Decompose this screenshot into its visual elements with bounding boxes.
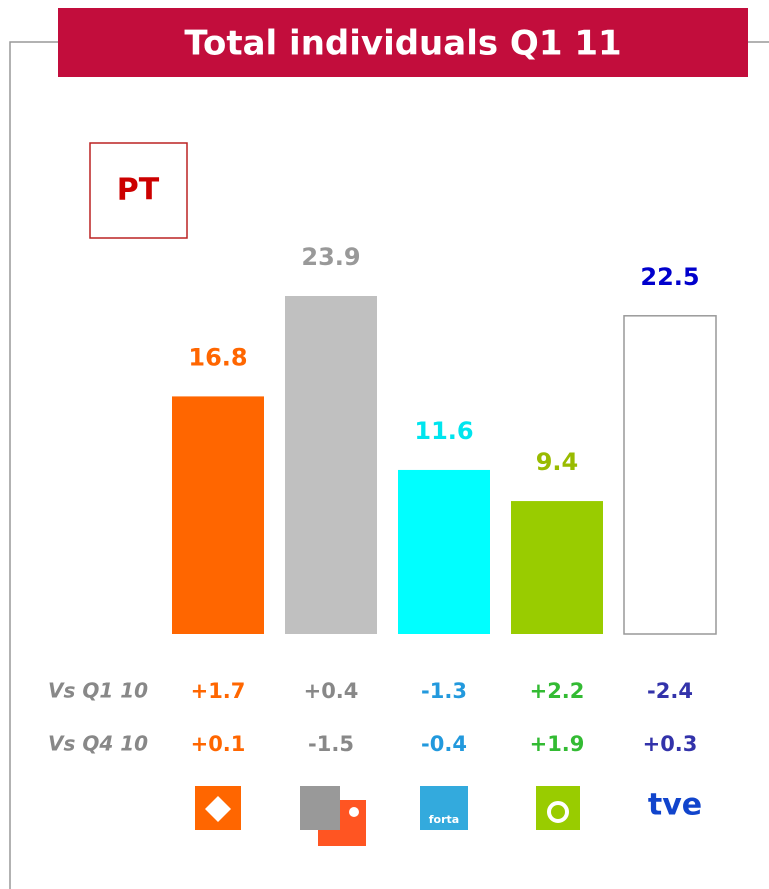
change-label: +0.3	[643, 732, 698, 756]
logo-2-dot	[349, 807, 359, 817]
frame	[9, 41, 769, 889]
row-label: Vs Q4 10	[48, 732, 148, 756]
bar	[511, 501, 603, 634]
value-label: 22.5	[640, 263, 699, 291]
logo-2	[300, 786, 340, 830]
logo-4	[536, 786, 580, 830]
value-label: 11.6	[414, 417, 473, 445]
value-label: 9.4	[536, 448, 579, 476]
badge-box	[89, 142, 188, 239]
change-label: -1.3	[421, 679, 467, 703]
change-label: +1.7	[191, 679, 246, 703]
badge: PT	[117, 173, 160, 208]
bar	[172, 396, 264, 634]
change-label: -1.5	[308, 732, 354, 756]
logo-text: tve	[648, 788, 702, 823]
value-label: 23.9	[301, 243, 360, 271]
logo-1-mark	[205, 796, 231, 822]
change-label: -0.4	[421, 732, 467, 756]
chart-title: Total individuals Q1 11	[184, 24, 621, 64]
logos	[195, 786, 580, 846]
bar	[398, 469, 490, 634]
change-label: +2.2	[530, 679, 585, 703]
logo-3	[420, 786, 468, 830]
bar	[623, 315, 717, 635]
logo-4-mark	[547, 801, 569, 823]
change-label: +0.4	[304, 679, 359, 703]
bar	[285, 296, 377, 634]
change-label: -2.4	[647, 679, 693, 703]
change-label: +0.1	[191, 732, 246, 756]
logo-text: forta	[429, 813, 459, 826]
title-box	[58, 8, 748, 77]
row-label: Vs Q1 10	[48, 679, 148, 703]
value-label: 16.8	[188, 343, 247, 371]
change-label: +1.9	[530, 732, 585, 756]
